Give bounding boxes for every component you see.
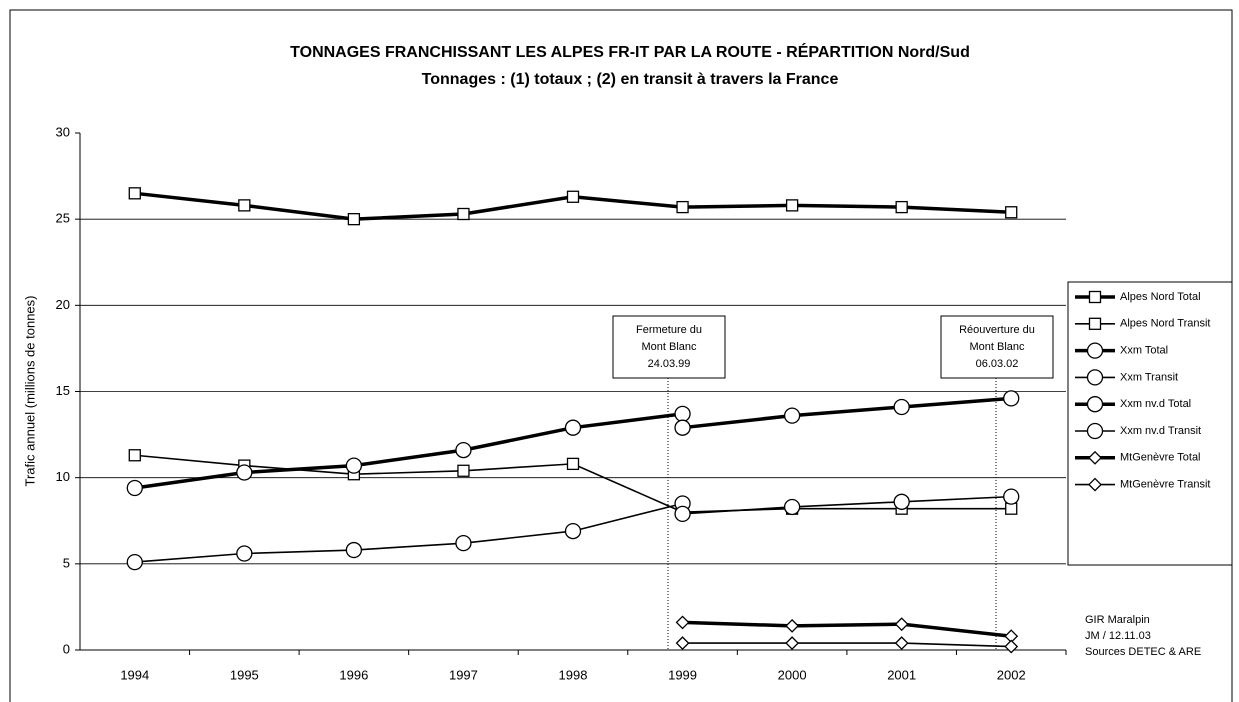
- y-tick-label: 0: [63, 641, 70, 656]
- legend-label: Alpes Nord Transit: [1120, 318, 1210, 330]
- data-point: [674, 419, 691, 436]
- data-point: [347, 213, 361, 226]
- legend-marker: [1086, 342, 1104, 359]
- data-point: [566, 190, 580, 203]
- x-tick-label: 2001: [887, 667, 916, 682]
- x-tick-label: 1997: [449, 667, 478, 682]
- data-point: [126, 553, 143, 571]
- chart-subtitle: Tonnages : (1) totaux ; (2) en transit à…: [422, 71, 839, 88]
- legend-marker: [1088, 317, 1102, 330]
- y-tick-label: 5: [63, 555, 70, 570]
- x-tick-label: 2000: [778, 667, 807, 682]
- series-line: [682, 396, 1012, 430]
- data-point: [674, 405, 691, 423]
- data-point: [457, 207, 470, 221]
- legend-label: Xxm Total: [1120, 345, 1168, 357]
- series-line: [682, 642, 1012, 648]
- y-tick-label: 20: [56, 297, 70, 312]
- annotation-text: 24.03.99: [648, 358, 691, 370]
- source-note: GIR Maralpin: [1085, 614, 1150, 626]
- annotation-box: [940, 315, 1054, 379]
- data-point: [894, 617, 909, 632]
- data-point: [126, 479, 143, 497]
- x-tick-label: 2002: [997, 667, 1026, 682]
- source-note: JM / 12.11.03: [1085, 630, 1151, 642]
- data-point: [783, 498, 801, 516]
- data-point: [1004, 639, 1019, 654]
- data-point: [128, 187, 141, 200]
- legend-marker: [1086, 422, 1104, 440]
- data-point: [1005, 502, 1018, 515]
- data-point: [564, 522, 582, 540]
- data-point: [785, 199, 799, 212]
- legend-label: MtGenèvre Transit: [1120, 479, 1210, 491]
- data-point: [893, 493, 910, 510]
- data-point: [236, 545, 253, 562]
- series-line: [134, 412, 683, 490]
- data-point: [893, 398, 910, 416]
- data-point: [675, 636, 690, 651]
- data-point: [675, 615, 690, 630]
- legend-marker: [1088, 290, 1102, 304]
- data-point: [785, 618, 800, 633]
- data-point: [128, 449, 141, 462]
- y-tick-label: 10: [56, 469, 70, 484]
- data-point: [566, 457, 580, 471]
- data-point: [894, 636, 909, 651]
- x-tick-label: 1995: [230, 667, 259, 682]
- x-tick-label: 1996: [339, 667, 368, 682]
- data-point: [457, 464, 470, 477]
- y-tick-label: 25: [56, 211, 70, 226]
- annotation-text: Mont Blanc: [641, 341, 697, 353]
- data-point: [455, 441, 472, 459]
- data-point: [785, 636, 800, 651]
- data-point: [1005, 206, 1018, 219]
- y-axis-label: Trafic annuel (millions de tonnes): [22, 296, 37, 487]
- chart-title: TONNAGES FRANCHISSANT LES ALPES FR-IT PA…: [290, 42, 970, 61]
- data-point: [345, 541, 363, 559]
- data-point: [783, 407, 801, 424]
- annotation-text: Fermeture du: [636, 324, 702, 336]
- data-point: [564, 419, 582, 436]
- series-line: [682, 495, 1012, 515]
- legend-marker: [1088, 450, 1102, 465]
- annotation-box: [612, 315, 726, 379]
- source-note: Sources DETEC & ARE: [1085, 646, 1201, 658]
- data-point: [238, 199, 251, 212]
- legend-marker: [1086, 396, 1104, 413]
- x-tick-label: 1999: [668, 667, 697, 682]
- x-tick-label: 1998: [559, 667, 588, 682]
- data-point: [345, 457, 363, 474]
- legend-marker: [1086, 369, 1104, 386]
- series-line: [134, 502, 683, 563]
- legend-label: MtGenèvre Total: [1120, 452, 1201, 464]
- legend-label: Alpes Nord Total: [1120, 291, 1201, 303]
- data-point: [1003, 488, 1020, 505]
- legend-marker: [1088, 477, 1102, 492]
- annotation-text: 06.03.02: [976, 358, 1019, 370]
- data-point: [676, 200, 689, 214]
- legend-label: Xxm nv.d Transit: [1120, 425, 1201, 437]
- data-point: [1003, 390, 1020, 407]
- annotation-text: Réouverture du: [959, 324, 1035, 336]
- y-tick-label: 30: [56, 124, 70, 139]
- x-tick-label: 1994: [120, 667, 149, 682]
- legend-label: Xxm Transit: [1120, 371, 1178, 383]
- data-point: [236, 464, 253, 481]
- data-point: [895, 200, 908, 214]
- data-point: [455, 535, 472, 552]
- y-tick-label: 15: [56, 383, 70, 398]
- data-point: [674, 505, 691, 523]
- series-line: [682, 620, 1012, 638]
- legend-label: Xxm nv.d Total: [1120, 398, 1191, 410]
- annotation-text: Mont Blanc: [969, 341, 1025, 353]
